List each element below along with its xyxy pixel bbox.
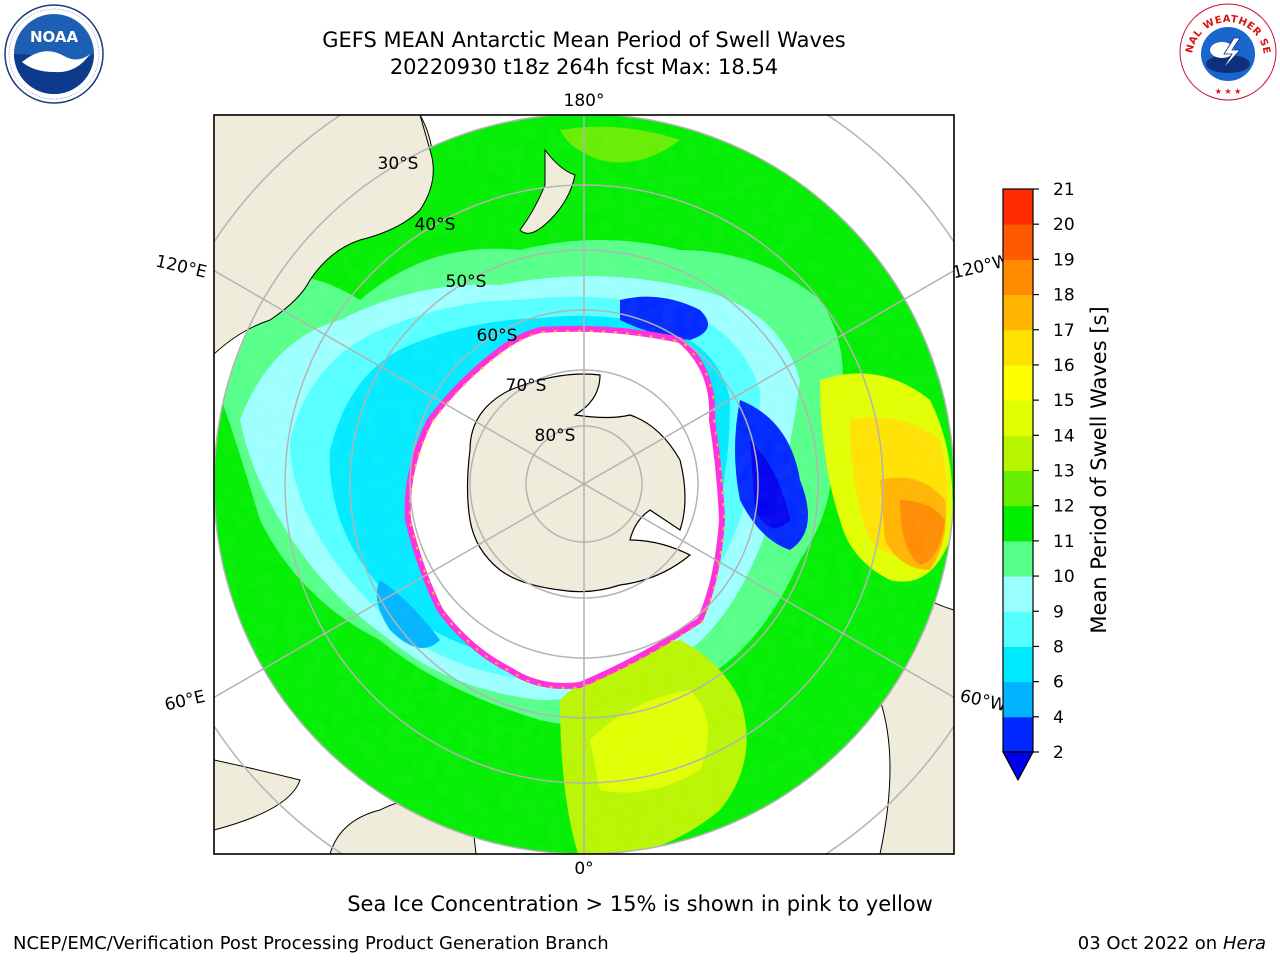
colorbar-segment	[1003, 224, 1033, 260]
colorbar-segment	[1003, 505, 1033, 542]
colorbar-tick-label: 21	[1053, 180, 1075, 200]
map-title: GEFS MEAN Antarctic Mean Period of Swell…	[322, 28, 846, 52]
colorbar-ticks: 2 4 6 8 9 10 11 12 13 14 15 16 17 18 19 20 21	[1033, 180, 1075, 763]
colorbar-tick-label: 12	[1053, 497, 1075, 517]
colorbar-tick-label: 16	[1053, 356, 1075, 376]
colorbar-label: Mean Period of Swell Waves [s]	[1087, 306, 1111, 633]
colorbar-tick-label: 8	[1053, 637, 1064, 657]
colorbar-under-arrow	[1001, 751, 1035, 782]
colorbar-tick-label: 19	[1053, 250, 1075, 270]
colorbar-segment	[1003, 681, 1033, 718]
lat-label-30s: 30°S	[378, 154, 419, 174]
noaa-logo: NOAA	[4, 4, 104, 104]
svg-text:★ ★ ★: ★ ★ ★	[1215, 87, 1242, 96]
colorbar-tick-label: 13	[1053, 462, 1075, 482]
colorbar-segment	[1003, 646, 1033, 683]
colorbar-tick-label: 15	[1053, 391, 1075, 411]
credit-line: NCEP/EMC/Verification Post Processing Pr…	[13, 933, 609, 954]
lat-label-40s: 40°S	[415, 215, 456, 235]
graticule	[214, 115, 954, 854]
colorbar-segment	[1003, 576, 1033, 612]
lat-label-60s: 60°S	[477, 326, 518, 346]
colorbar-segment	[1003, 611, 1033, 647]
colorbar-segment	[1003, 470, 1033, 507]
run-date-text: 03 Oct 2022 on	[1077, 933, 1223, 954]
colorbar-tick-label: 14	[1053, 426, 1075, 446]
colorbar-tick-label: 2	[1053, 743, 1064, 763]
run-machine: Hera	[1222, 933, 1266, 954]
lat-label-50s: 50°S	[446, 272, 487, 292]
noaa-logo-text: NOAA	[30, 28, 79, 46]
colorbar-segment	[1003, 435, 1033, 471]
colorbar-segment	[1003, 259, 1033, 296]
run-date: 03 Oct 2022 on Hera	[1078, 933, 1266, 954]
colorbar-tick-label: 11	[1053, 532, 1075, 552]
colorbar-tick-label: 20	[1053, 215, 1075, 235]
map-subtitle: 20220930 t18z 264h fcst Max: 18.54	[389, 55, 779, 79]
colorbar-tick-label: 17	[1053, 321, 1075, 341]
colorbar-segment	[1003, 364, 1033, 401]
nws-logo: NATIONAL WEATHER SERVICE ★ ★ ★	[1178, 2, 1277, 101]
colorbar-segment	[1003, 540, 1033, 577]
lon-label-top: 180°	[564, 91, 605, 111]
colorbar-tick-label: 10	[1053, 567, 1075, 587]
colorbar-segment	[1003, 329, 1033, 366]
map-frame	[213, 114, 955, 855]
colorbar-segment	[1003, 400, 1033, 436]
colorbar-segments	[1003, 189, 1033, 753]
colorbar-tick-label: 6	[1053, 673, 1064, 693]
colorbar-tick-label: 9	[1053, 602, 1064, 622]
lon-label-bottom: 0°	[574, 859, 593, 879]
lat-label-80s: 80°S	[535, 426, 576, 446]
colorbar-segment	[1003, 189, 1033, 225]
colorbar-segment	[1003, 294, 1033, 331]
lat-label-70s: 70°S	[506, 376, 547, 396]
sea-ice-note: Sea Ice Concentration > 15% is shown in …	[347, 892, 933, 916]
colorbar-tick-label: 4	[1053, 708, 1064, 728]
colorbar-tick-label: 18	[1053, 286, 1075, 306]
colorbar-segment	[1003, 716, 1033, 753]
